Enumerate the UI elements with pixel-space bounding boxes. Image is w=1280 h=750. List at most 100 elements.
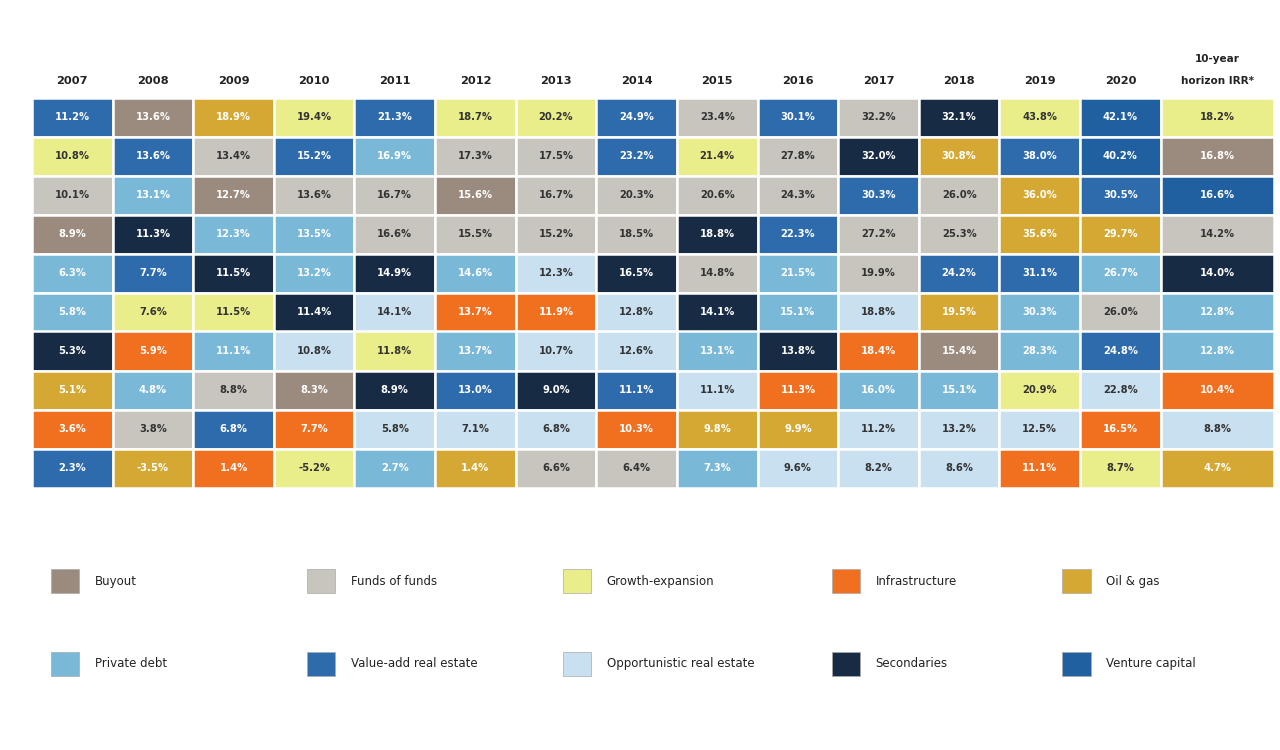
Text: 8.6%: 8.6% bbox=[945, 463, 973, 473]
Text: 7.7%: 7.7% bbox=[140, 268, 166, 278]
FancyBboxPatch shape bbox=[677, 98, 758, 136]
Text: 21.5%: 21.5% bbox=[781, 268, 815, 278]
Text: 14.2%: 14.2% bbox=[1199, 229, 1235, 239]
Text: 25.3%: 25.3% bbox=[942, 229, 977, 239]
Text: 8.8%: 8.8% bbox=[1203, 424, 1231, 434]
FancyBboxPatch shape bbox=[274, 292, 355, 332]
Text: 30.3%: 30.3% bbox=[861, 190, 896, 200]
Text: 6.6%: 6.6% bbox=[541, 463, 570, 473]
Text: 2007: 2007 bbox=[56, 76, 88, 86]
Text: 12.5%: 12.5% bbox=[1023, 424, 1057, 434]
FancyBboxPatch shape bbox=[274, 136, 355, 176]
Text: -5.2%: -5.2% bbox=[298, 463, 330, 473]
FancyBboxPatch shape bbox=[919, 292, 1000, 332]
Text: 9.6%: 9.6% bbox=[783, 463, 812, 473]
FancyBboxPatch shape bbox=[113, 370, 193, 410]
Text: 15.1%: 15.1% bbox=[781, 307, 815, 317]
FancyBboxPatch shape bbox=[32, 176, 113, 214]
Text: 17.3%: 17.3% bbox=[458, 151, 493, 161]
FancyBboxPatch shape bbox=[1080, 370, 1161, 410]
Text: 10.8%: 10.8% bbox=[55, 151, 90, 161]
FancyBboxPatch shape bbox=[919, 370, 1000, 410]
FancyBboxPatch shape bbox=[307, 569, 335, 593]
Text: 2009: 2009 bbox=[218, 76, 250, 86]
Text: 6.8%: 6.8% bbox=[541, 424, 570, 434]
FancyBboxPatch shape bbox=[596, 410, 677, 448]
Text: 23.4%: 23.4% bbox=[700, 112, 735, 122]
FancyBboxPatch shape bbox=[919, 98, 1000, 136]
FancyBboxPatch shape bbox=[758, 98, 838, 136]
FancyBboxPatch shape bbox=[919, 410, 1000, 448]
Text: 6.8%: 6.8% bbox=[220, 424, 247, 434]
Text: 20.3%: 20.3% bbox=[620, 190, 654, 200]
Text: 30.1%: 30.1% bbox=[781, 112, 815, 122]
Text: 11.5%: 11.5% bbox=[216, 268, 251, 278]
FancyBboxPatch shape bbox=[1161, 292, 1274, 332]
FancyBboxPatch shape bbox=[113, 448, 193, 488]
FancyBboxPatch shape bbox=[677, 254, 758, 292]
Text: 2014: 2014 bbox=[621, 76, 653, 86]
Text: 11.2%: 11.2% bbox=[861, 424, 896, 434]
Text: 18.8%: 18.8% bbox=[861, 307, 896, 317]
Text: 11.8%: 11.8% bbox=[378, 346, 412, 356]
Text: 5.8%: 5.8% bbox=[381, 424, 408, 434]
Text: 6.4%: 6.4% bbox=[622, 463, 650, 473]
FancyBboxPatch shape bbox=[1080, 448, 1161, 488]
FancyBboxPatch shape bbox=[758, 410, 838, 448]
FancyBboxPatch shape bbox=[1080, 332, 1161, 370]
Text: 16.7%: 16.7% bbox=[539, 190, 573, 200]
Text: Venture capital: Venture capital bbox=[1106, 657, 1196, 670]
FancyBboxPatch shape bbox=[1161, 332, 1274, 370]
Text: 2008: 2008 bbox=[137, 76, 169, 86]
Text: 32.1%: 32.1% bbox=[942, 112, 977, 122]
Text: 16.6%: 16.6% bbox=[1199, 190, 1235, 200]
Text: 27.8%: 27.8% bbox=[781, 151, 815, 161]
Text: 11.1%: 11.1% bbox=[1023, 463, 1057, 473]
FancyBboxPatch shape bbox=[113, 332, 193, 370]
Text: 11.2%: 11.2% bbox=[55, 112, 90, 122]
FancyBboxPatch shape bbox=[274, 448, 355, 488]
Text: 2011: 2011 bbox=[379, 76, 411, 86]
Text: 19.4%: 19.4% bbox=[297, 112, 332, 122]
Text: 11.3%: 11.3% bbox=[781, 385, 815, 395]
Text: 2012: 2012 bbox=[460, 76, 492, 86]
Text: 13.2%: 13.2% bbox=[942, 424, 977, 434]
Text: 15.2%: 15.2% bbox=[539, 229, 573, 239]
FancyBboxPatch shape bbox=[596, 214, 677, 254]
Text: 16.5%: 16.5% bbox=[620, 268, 654, 278]
Text: 14.1%: 14.1% bbox=[378, 307, 412, 317]
Text: 5.8%: 5.8% bbox=[59, 307, 86, 317]
FancyBboxPatch shape bbox=[838, 136, 919, 176]
FancyBboxPatch shape bbox=[596, 98, 677, 136]
FancyBboxPatch shape bbox=[355, 292, 435, 332]
Text: 24.2%: 24.2% bbox=[942, 268, 977, 278]
Text: 13.6%: 13.6% bbox=[136, 112, 170, 122]
Text: 2016: 2016 bbox=[782, 76, 814, 86]
FancyBboxPatch shape bbox=[516, 332, 596, 370]
FancyBboxPatch shape bbox=[516, 292, 596, 332]
Text: 2013: 2013 bbox=[540, 76, 572, 86]
FancyBboxPatch shape bbox=[274, 410, 355, 448]
FancyBboxPatch shape bbox=[307, 652, 335, 676]
FancyBboxPatch shape bbox=[838, 214, 919, 254]
FancyBboxPatch shape bbox=[51, 652, 79, 676]
FancyBboxPatch shape bbox=[32, 136, 113, 176]
Text: 4.8%: 4.8% bbox=[138, 385, 166, 395]
Text: 36.0%: 36.0% bbox=[1023, 190, 1057, 200]
FancyBboxPatch shape bbox=[677, 332, 758, 370]
FancyBboxPatch shape bbox=[758, 448, 838, 488]
Text: 30.8%: 30.8% bbox=[942, 151, 977, 161]
FancyBboxPatch shape bbox=[1161, 176, 1274, 214]
FancyBboxPatch shape bbox=[838, 448, 919, 488]
Text: 24.9%: 24.9% bbox=[620, 112, 654, 122]
FancyBboxPatch shape bbox=[32, 292, 113, 332]
FancyBboxPatch shape bbox=[1080, 254, 1161, 292]
Text: 1.4%: 1.4% bbox=[461, 463, 489, 473]
Text: 20.9%: 20.9% bbox=[1023, 385, 1057, 395]
Text: 18.8%: 18.8% bbox=[700, 229, 735, 239]
Text: 13.0%: 13.0% bbox=[458, 385, 493, 395]
Text: 16.8%: 16.8% bbox=[1199, 151, 1235, 161]
FancyBboxPatch shape bbox=[193, 410, 274, 448]
FancyBboxPatch shape bbox=[516, 176, 596, 214]
FancyBboxPatch shape bbox=[919, 448, 1000, 488]
